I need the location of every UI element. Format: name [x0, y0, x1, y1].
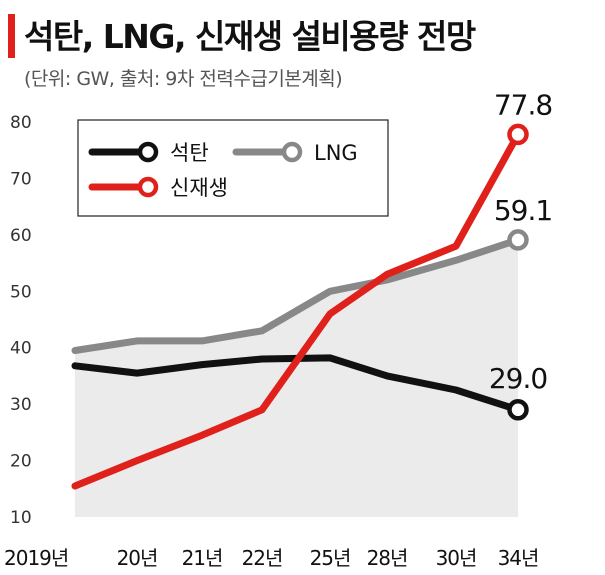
- x-tick-label-1: 20년: [117, 546, 158, 570]
- title-accent-bar: [8, 14, 15, 58]
- y-tick-label-80: 80: [10, 113, 32, 133]
- area-1: [75, 239, 518, 517]
- series-end-label-2: 77.8: [494, 88, 552, 121]
- chart-source-note: (단위: GW, 출처: 9차 전력수급기본계획): [24, 68, 343, 90]
- legend-label-1: LNG: [314, 141, 358, 165]
- y-tick-label-30: 30: [10, 395, 32, 415]
- series-end-marker-0: [507, 399, 529, 421]
- chart-title: 석탄, LNG, 신재생 설비용량 전망: [24, 17, 476, 56]
- y-tick-label-50: 50: [10, 282, 32, 302]
- x-tick-label-0: 2019년: [4, 546, 68, 570]
- x-tick-label-5: 28년: [367, 546, 408, 570]
- y-tick-label-10: 10: [10, 508, 32, 528]
- legend-marker-0: [137, 141, 159, 163]
- legend-label-0: 석탄: [170, 141, 209, 165]
- series-line-1: [71, 236, 522, 354]
- series-end-label-1: 59.1: [494, 194, 552, 227]
- legend-label-2: 신재생: [170, 176, 228, 200]
- y-tick-label-20: 20: [10, 452, 32, 472]
- y-tick-label-40: 40: [10, 339, 32, 359]
- x-tick-label-3: 22년: [242, 546, 283, 570]
- series-end-marker-1: [507, 229, 529, 251]
- x-tick-label-6: 30년: [436, 546, 477, 570]
- series-end-label-0: 29.0: [489, 362, 547, 395]
- x-tick-label-2: 21년: [182, 546, 223, 570]
- x-tick-label-4: 25년: [310, 546, 351, 570]
- y-tick-label-70: 70: [10, 169, 32, 189]
- legend-marker-2: [137, 176, 159, 198]
- series-line-2: [71, 130, 522, 490]
- series-end-marker-2: [507, 123, 529, 146]
- legend-box: [77, 119, 389, 217]
- x-tick-label-7: 34년: [498, 546, 539, 570]
- y-tick-label-60: 60: [10, 226, 32, 246]
- legend-marker-1: [281, 141, 303, 163]
